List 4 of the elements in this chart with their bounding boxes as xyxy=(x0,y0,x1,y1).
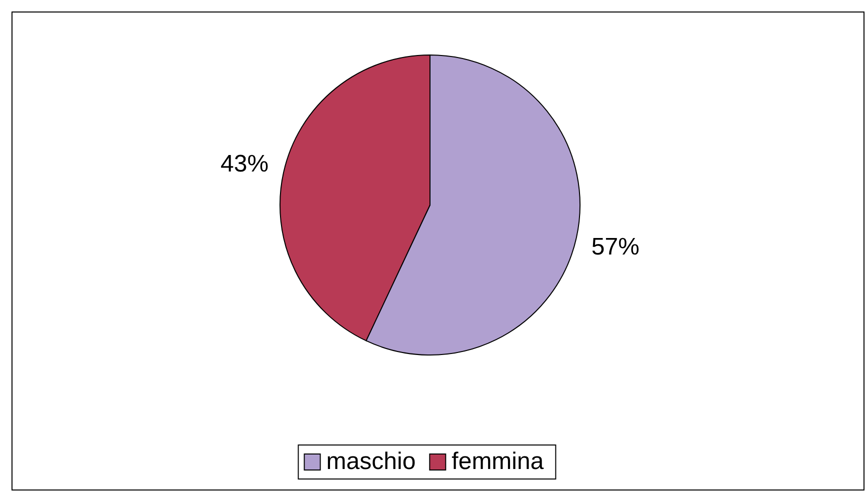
data-label: 43% xyxy=(220,150,269,178)
data-label: 57% xyxy=(591,233,640,260)
legend-label: femmina xyxy=(452,448,544,475)
legend-label: maschio xyxy=(326,448,416,475)
